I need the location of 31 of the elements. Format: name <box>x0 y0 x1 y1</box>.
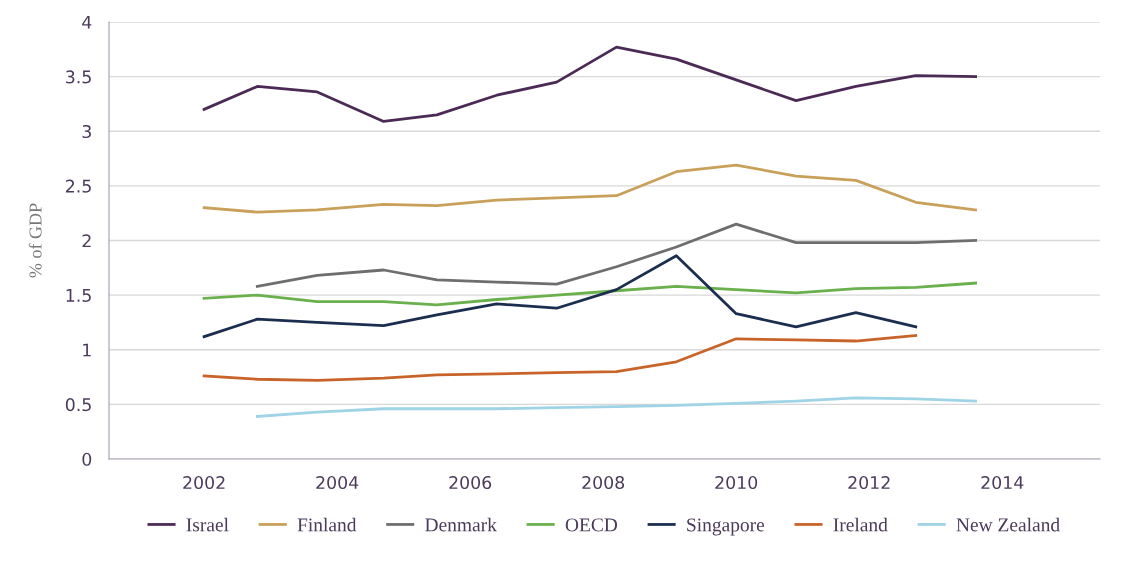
x-tick-label: 2010 <box>715 475 758 490</box>
line-series <box>202 163 978 214</box>
y-tick-label: 1.5 <box>66 289 91 302</box>
line-series <box>255 222 978 288</box>
legend-label: Denmark <box>425 517 497 532</box>
x-tick-label: 2004 <box>316 475 359 490</box>
legend-label: Singapore <box>687 518 765 536</box>
legend-label: OECD <box>565 518 618 532</box>
x-tick-label: 2006 <box>449 475 492 490</box>
x-tick-label: 2012 <box>848 475 890 490</box>
x-tick-label: 2014 <box>981 475 1024 490</box>
legend-label: New Zealand <box>956 517 1060 532</box>
y-tick-label: 1 <box>83 343 91 357</box>
y-tick-label: 3 <box>82 124 91 139</box>
x-tick-label: 2002 <box>183 475 225 490</box>
y-tick-label: 0.5 <box>65 398 91 412</box>
y-tick-label: 3.5 <box>66 70 91 84</box>
line-series <box>202 281 978 307</box>
legend-label: Ireland <box>833 517 888 532</box>
y-tick-label: 4 <box>82 15 92 29</box>
line-series <box>255 396 978 418</box>
legend-label: Finland <box>297 517 357 532</box>
legend-label: Israel <box>186 517 229 532</box>
y-tick-label: 0 <box>82 452 92 466</box>
y-axis-title: % of GDP <box>28 203 42 278</box>
line-series <box>202 254 918 339</box>
y-tick-label: 2.5 <box>66 179 91 193</box>
line-series <box>202 45 978 123</box>
line-series <box>202 334 918 382</box>
x-tick-label: 2008 <box>582 475 625 490</box>
y-tick-label: 2 <box>82 234 91 248</box>
